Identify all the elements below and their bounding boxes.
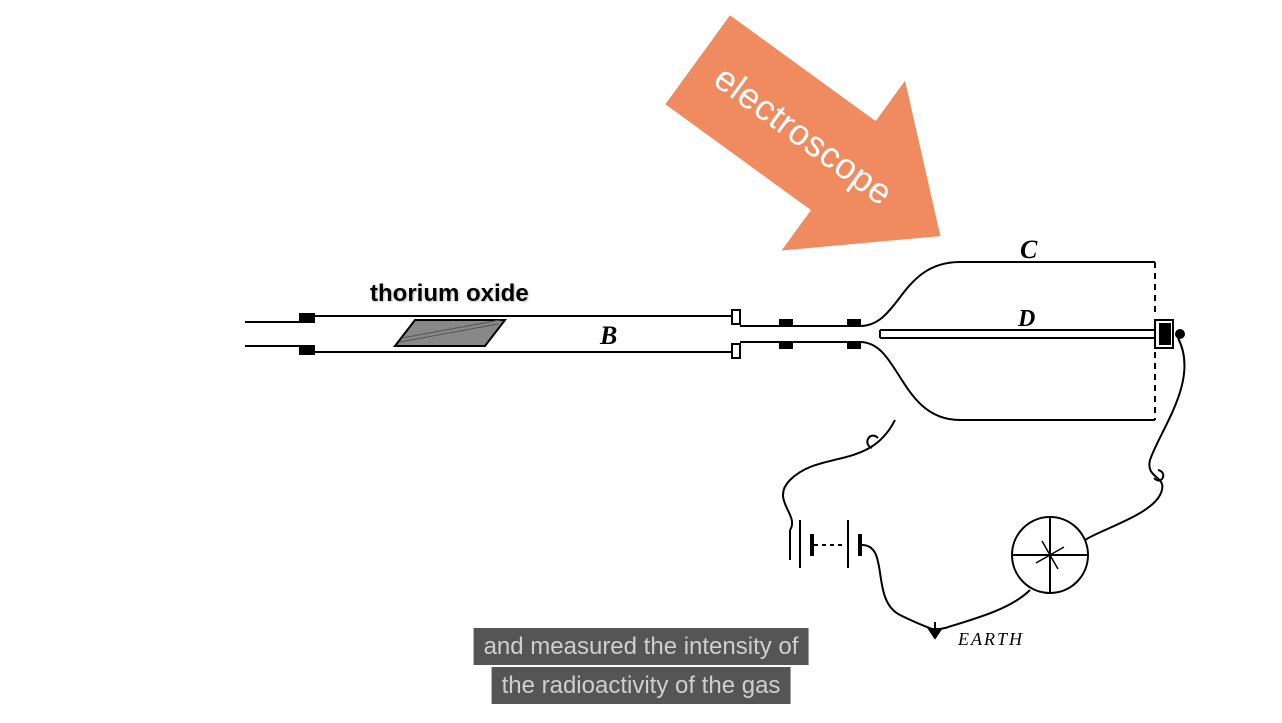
caption: and measured the intensity of the radioa… [474, 627, 809, 705]
label-D: D [1017, 306, 1035, 332]
label-C: C [1020, 235, 1038, 264]
stage: B C D EARTH thorium oxide electroscope a… [0, 0, 1282, 723]
label-B: B [599, 321, 617, 350]
caption-line-2: the radioactivity of the gas [492, 667, 791, 704]
caption-line-1: and measured the intensity of [474, 628, 809, 665]
label-earth: EARTH [957, 629, 1024, 649]
thorium-oxide-label: thorium oxide [370, 280, 529, 308]
